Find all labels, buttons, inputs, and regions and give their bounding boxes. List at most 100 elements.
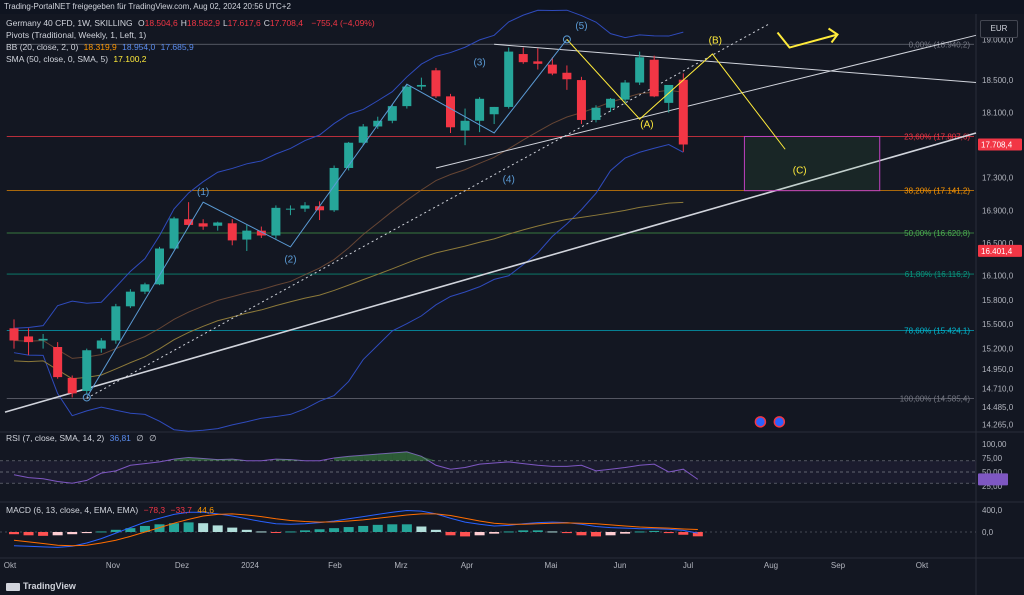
wave-origin-marker (82, 393, 91, 402)
wave-label: (5) (575, 21, 587, 32)
legend-ohlc-o: O18.504,6 (137, 18, 178, 28)
wave-label: (C) (793, 166, 807, 177)
candle (24, 328, 34, 356)
tradingview-logo-icon (6, 582, 20, 591)
candle (606, 97, 616, 112)
price-axis-tick: 19.000,0 (982, 35, 1014, 44)
candle-body (504, 51, 514, 107)
candle (9, 319, 19, 349)
elliott-impulse-path (86, 39, 568, 398)
candle-body (591, 107, 601, 120)
rsi-overbought-fill (392, 451, 407, 461)
candle (460, 108, 470, 146)
candle-body (24, 336, 34, 343)
price-badge (978, 244, 1022, 257)
brand-label: TradingView (23, 581, 76, 591)
macd-histogram-bar (576, 532, 587, 536)
price-axis-tick: 18.100,0 (982, 109, 1014, 118)
candle (576, 76, 586, 125)
macd-histogram-bar (300, 530, 310, 532)
rsi-overbought-fill (203, 458, 218, 461)
candle-body (227, 223, 237, 241)
macd-histogram-bar (489, 532, 500, 534)
candle-body (358, 126, 368, 143)
candle-body (285, 208, 295, 210)
macd-histogram-bar (169, 523, 180, 532)
legend-rsi-label: RSI (7, close, SMA, 14, 2) (6, 433, 105, 443)
sma-line (13, 201, 684, 380)
macd-histogram-bar (634, 531, 645, 533)
price-axis-tick: 16.100,0 (982, 271, 1014, 280)
candle-body (431, 70, 441, 97)
candle-body (96, 340, 106, 349)
time-axis-label: Aug (764, 561, 778, 570)
bb-basis-line (13, 89, 684, 359)
macd-histogram-bar (67, 532, 78, 535)
candle (431, 67, 441, 98)
macd-histogram-bar (372, 524, 383, 532)
price-badge-label: 16.401,4 (981, 247, 1013, 256)
candle-body (576, 80, 586, 120)
time-axis-label: Dez (175, 561, 189, 570)
candle (620, 80, 630, 105)
time-axis-label: Mai (545, 561, 558, 570)
fib-level-label: 23,60% (17.807,6) (904, 132, 970, 141)
macd-histogram-bar (256, 531, 267, 533)
target-zone-box (743, 135, 881, 192)
time-axis-label: Jun (614, 561, 627, 570)
rsi-overbought-fill (232, 459, 247, 461)
macd-histogram-bar (314, 529, 325, 532)
candle-body (67, 377, 77, 394)
macd-histogram-bar (547, 531, 558, 533)
legend-macd-row: MACD (6, 13, close, 4, EMA, EMA) −78,3 −… (6, 505, 217, 515)
candle (140, 282, 150, 295)
candle-body (373, 120, 383, 127)
legend-ohlc-c: C17.708,4 (263, 18, 303, 28)
rsi-overbought-fill (217, 459, 233, 461)
candle (533, 48, 543, 70)
candle-body (169, 218, 179, 249)
macd-histogram-bar (474, 532, 485, 536)
price-axis-tick: 17.300,0 (982, 174, 1014, 183)
candle-body (416, 84, 426, 87)
wave-label: (1) (197, 187, 209, 198)
legend-macd-label: MACD (6, 13, close, 4, EMA, EMA) (6, 505, 139, 515)
fib-level-label: 78,60% (15.424,1) (904, 326, 970, 335)
candle (285, 205, 295, 216)
candle-body (300, 205, 310, 209)
currency-button[interactable]: EUR (980, 20, 1018, 38)
candle-body (53, 346, 63, 378)
projection-arrow-head (827, 27, 839, 44)
rsi-overbought-fill (406, 451, 422, 461)
rsi-overbought-fill (290, 459, 305, 461)
candle (475, 97, 485, 133)
macd-histogram-bar (649, 530, 660, 532)
macd-histogram-bar (532, 530, 543, 532)
macd-line (13, 510, 698, 548)
price-axis-tick: 16.500,0 (982, 239, 1014, 248)
legend-bb-basis: 18.319,9 (83, 42, 117, 52)
macd-histogram-bar (270, 532, 281, 533)
legend-pivots-row: Pivots (Traditional, Weekly, 1, Left, 1) (6, 30, 149, 40)
legend-bb-row: BB (20, close, 2, 0) 18.319,9 18.954,0 1… (6, 42, 197, 52)
price-axis-tick: 14.710,0 (982, 384, 1014, 393)
macd-histogram-bar (81, 532, 92, 534)
price-axis-tick: 16.900,0 (982, 206, 1014, 215)
legend-macd-signal: −33,7 (170, 505, 193, 515)
candle-body (111, 306, 121, 341)
macd-histogram-bar (430, 529, 441, 532)
main-trendline (4, 132, 977, 413)
legend-rsi-row: RSI (7, close, SMA, 14, 2) 36,81 ∅ ∅ (6, 433, 159, 444)
macd-histogram-bar (198, 523, 209, 532)
elliott-correction-path (566, 39, 786, 150)
legend-bb-upper: 18.954,0 (122, 42, 156, 52)
candle (489, 106, 499, 125)
wave-label: (A) (640, 119, 653, 130)
time-axis-label: Jul (683, 561, 693, 570)
candle-body (256, 230, 266, 236)
legend-rsi-upper: ∅ (136, 433, 144, 443)
candle (155, 246, 164, 286)
candle-body (9, 328, 19, 341)
price-axis-tick: 15.200,0 (982, 345, 1014, 354)
